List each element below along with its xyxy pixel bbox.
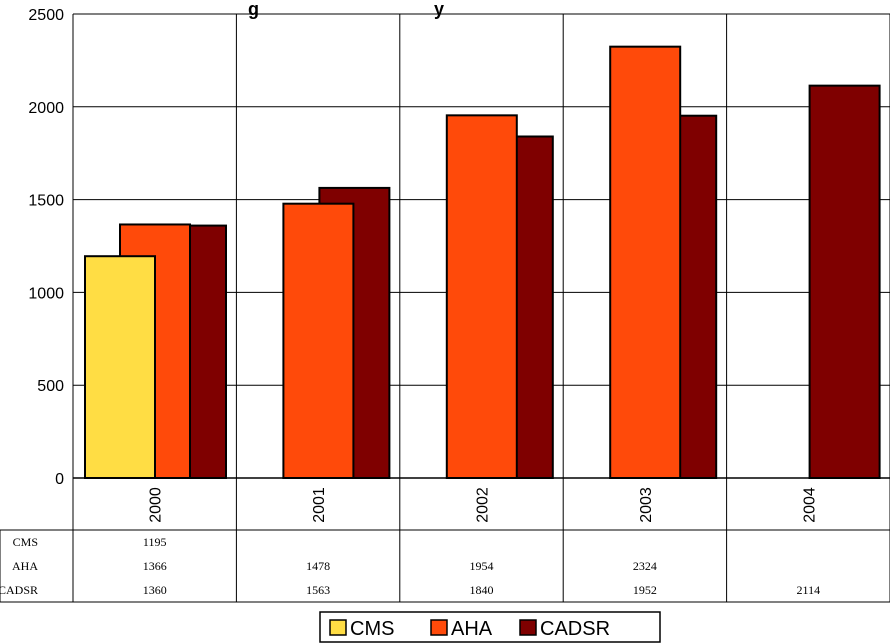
y-tick-label: 1000 (28, 285, 64, 302)
table-cell: 1952 (633, 583, 657, 597)
x-category-label: 2001 (311, 487, 328, 523)
legend-swatch-cadsr (519, 619, 537, 636)
table-cell: 1840 (470, 583, 494, 597)
table-cell: 1478 (306, 559, 330, 573)
legend-swatch-aha (430, 619, 448, 636)
table-series-name: CADSR (0, 583, 38, 597)
x-category-label: 2000 (148, 487, 165, 523)
table-series-name: CMS (13, 535, 38, 549)
table-cell: 1954 (470, 559, 494, 573)
table-cell: 2324 (633, 559, 657, 573)
bars (84, 45, 881, 480)
y-tick-label: 500 (37, 378, 64, 395)
bar-aha-2002 (445, 114, 518, 480)
y-tick-label: 1500 (28, 193, 64, 210)
y-tick-label: 2000 (28, 100, 64, 117)
legend-label: CMS (350, 618, 394, 640)
table-cell: 1366 (143, 559, 167, 573)
y-axis-tick-labels: 0 500 1000 1500 2000 2500 (28, 7, 64, 488)
bar-cadsr-2004 (808, 84, 881, 479)
x-category-label: 2004 (801, 487, 818, 523)
legend-swatch-cms (329, 619, 347, 636)
table-cell: 1563 (306, 583, 330, 597)
bar-cms-2000 (84, 255, 156, 480)
y-tick-label: 2500 (28, 7, 64, 24)
x-category-label: 2002 (475, 487, 492, 523)
bar-aha-2001 (282, 202, 355, 479)
bar-aha-2003 (609, 45, 682, 480)
chart-title: g y (248, 0, 444, 19)
legend-label: AHA (451, 618, 493, 640)
table-cell: 1360 (143, 583, 167, 597)
legend-box (319, 611, 661, 643)
table-cell: 2114 (797, 583, 821, 597)
legend-label: CADSR (540, 618, 610, 640)
data-table: CMS 1195 AHA 1366 1478 1954 2324 CADSR 1360 1563 1… (0, 529, 890, 603)
legend: CMS AHA CADSR (319, 611, 661, 643)
table-series-name: AHA (12, 559, 38, 573)
y-tick-label: 0 (55, 471, 64, 488)
table-cell: 1195 (143, 535, 167, 549)
x-axis-category-labels: 2000 2001 2002 2003 2004 (148, 487, 819, 523)
x-category-label: 2003 (638, 487, 655, 523)
